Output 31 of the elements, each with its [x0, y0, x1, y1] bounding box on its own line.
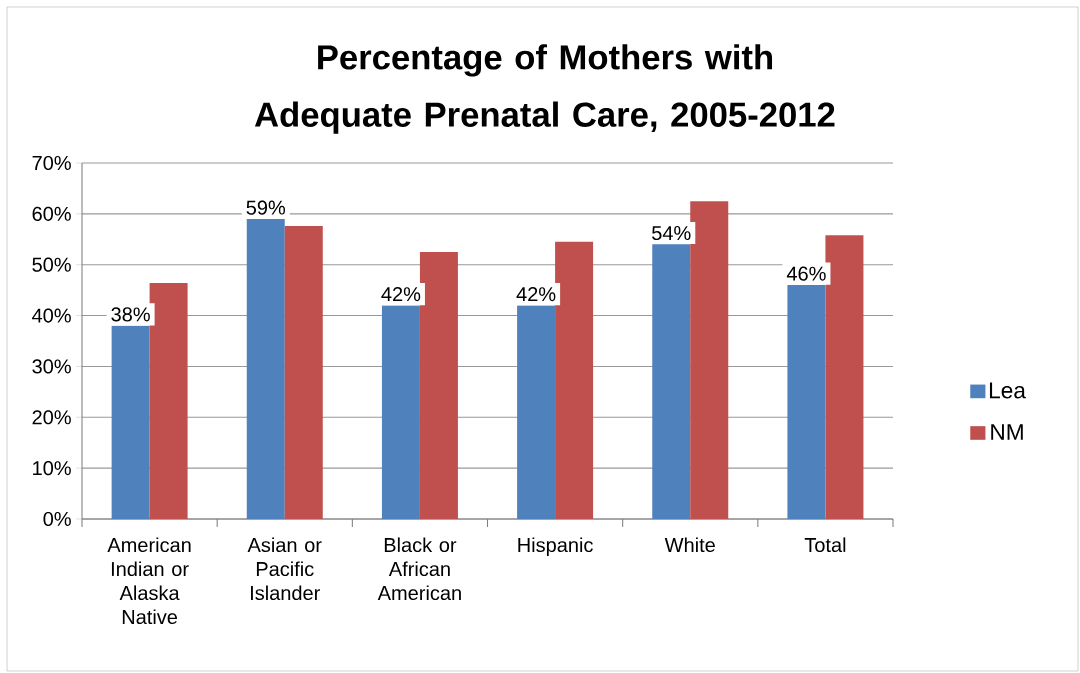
y-tick-label: 10%: [33, 461, 71, 476]
bar: [555, 241, 594, 519]
data-label: 59%: [246, 200, 286, 215]
legend-label: NM: [991, 424, 1023, 440]
x-tick-label: American Indian or Alaska Native: [107, 537, 191, 625]
data-label: 54%: [652, 226, 691, 241]
y-tick-label: 30%: [32, 359, 71, 374]
bar: [419, 251, 458, 519]
bar: [284, 226, 323, 519]
bar: [149, 283, 188, 519]
chart-title: Percentage of Mothers with Adequate Prenatal Care, 2005-2012: [254, 44, 835, 134]
x-tick-label: Black or African American: [377, 537, 461, 601]
y-tick-label: 20%: [32, 410, 71, 425]
x-tick-label: Total: [804, 537, 846, 553]
y-tick-label: 40%: [32, 308, 71, 323]
bar: [690, 201, 729, 519]
data-label: 42%: [516, 287, 556, 302]
y-tick-label: 60%: [32, 206, 71, 221]
legend-label: Lea: [989, 382, 1026, 399]
y-tick-label: 0%: [43, 511, 71, 527]
x-tick-label: Hispanic: [518, 537, 593, 557]
bar: [246, 218, 285, 519]
bar: [652, 244, 691, 519]
x-tick-label: Asian or Pacific Islander: [247, 537, 322, 601]
x-tick-label: White: [664, 537, 715, 553]
bar: [825, 235, 864, 519]
data-label: 38%: [111, 307, 150, 322]
y-tick-label: 70%: [32, 155, 71, 171]
data-label: 46%: [786, 266, 826, 281]
y-tick-label: 50%: [32, 257, 71, 272]
data-label: 42%: [381, 287, 421, 302]
